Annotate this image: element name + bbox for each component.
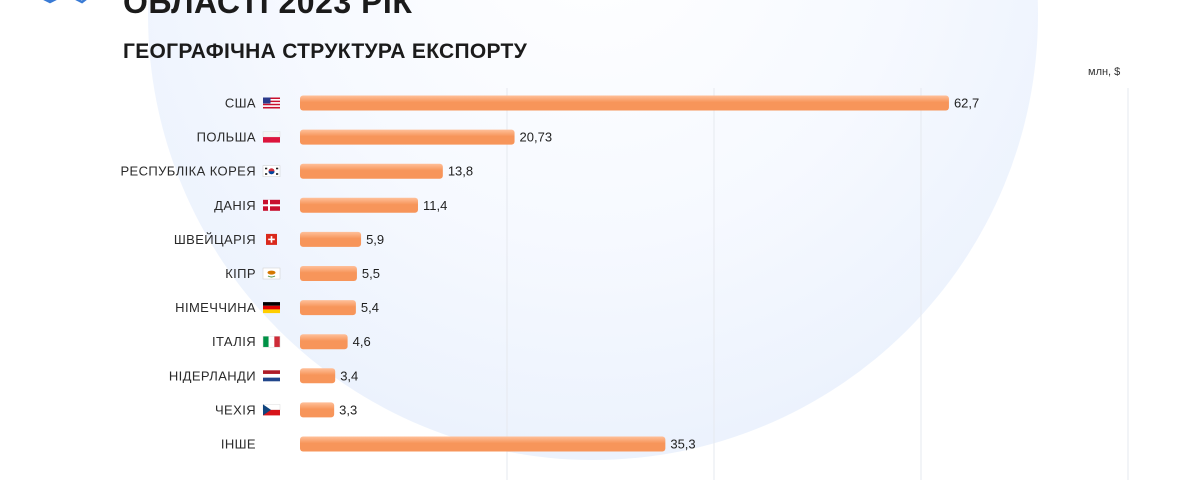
category-label: ЧЕХІЯ <box>215 402 256 417</box>
bar <box>300 163 443 179</box>
value-label: 5,4 <box>361 300 379 315</box>
category-label: ІТАЛІЯ <box>212 334 256 349</box>
value-label: 62,7 <box>954 96 979 111</box>
bar <box>300 402 335 418</box>
cz-flag-icon <box>262 404 281 416</box>
bar <box>300 95 949 111</box>
value-label: 13,8 <box>448 164 473 179</box>
bar <box>300 368 336 384</box>
category-label: КІПР <box>225 266 256 281</box>
category-label: НІДЕРЛАНДИ <box>169 368 256 383</box>
kr-flag-icon <box>262 165 281 177</box>
value-label: 35,3 <box>670 437 695 452</box>
unit-label: млн, $ <box>1088 66 1121 78</box>
category-label: ПОЛЬША <box>197 130 256 145</box>
de-flag-icon <box>263 302 280 314</box>
logo-icon <box>43 0 87 4</box>
value-label: 4,6 <box>353 334 371 349</box>
dk-flag-icon <box>263 199 280 211</box>
value-label: 3,4 <box>340 368 358 383</box>
category-label: США <box>225 96 256 111</box>
category-label: РЕСПУБЛІКА КОРЕЯ <box>120 164 256 179</box>
nl-flag-icon <box>263 370 280 382</box>
value-label: 11,4 <box>423 198 447 213</box>
page-title: ОБЛАСТІ 2023 РІК <box>123 0 413 20</box>
value-label: 5,9 <box>366 232 384 247</box>
it-flag-icon <box>262 335 281 348</box>
value-label: 5,5 <box>362 266 380 281</box>
pl-flag-icon <box>262 131 281 143</box>
us-flag-icon <box>263 97 280 109</box>
bars-layer: США 62,7 ПОЛЬША 20,73 РЕСПУБЛІКА КОРЕЯ 13,8 ДА… <box>120 95 979 452</box>
category-label: ІНШЕ <box>221 437 256 452</box>
bar <box>300 266 357 281</box>
chart-title: ГЕОГРАФІЧНА СТРУКТУРА ЕКСПОРТУ <box>123 40 528 63</box>
cy-flag-icon <box>262 267 281 280</box>
bar <box>300 129 515 145</box>
bar <box>300 436 666 452</box>
value-label: 3,3 <box>339 402 357 417</box>
category-label: НІМЕЧЧИНА <box>175 300 256 315</box>
bar <box>300 334 348 350</box>
category-label: ШВЕЙЦАРІЯ <box>174 232 256 247</box>
value-label: 20,73 <box>520 130 553 145</box>
grid-layer <box>506 88 1129 480</box>
ch-flag-icon <box>266 233 277 245</box>
bar <box>300 300 356 316</box>
bar <box>300 231 362 247</box>
bar <box>300 197 418 213</box>
category-label: ДАНІЯ <box>214 198 256 213</box>
